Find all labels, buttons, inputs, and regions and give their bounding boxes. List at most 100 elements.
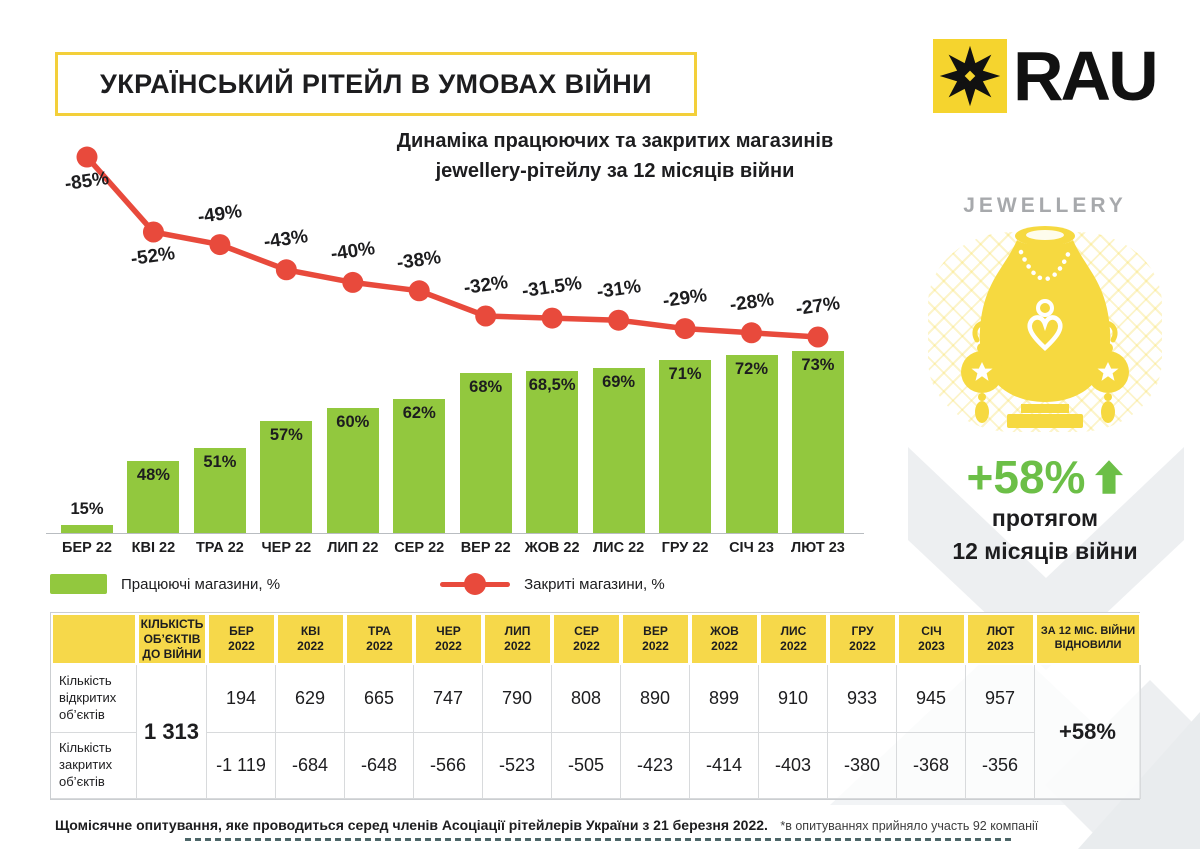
legend-line-label: Закриті магазини, %: [524, 575, 665, 593]
table-cell: 194: [207, 665, 276, 733]
table-header-month: ЛИС 2022: [759, 613, 828, 665]
bar-value-label: 68%: [469, 378, 503, 396]
growth-caption-line1: протягом: [991, 505, 1099, 531]
line-point-icon: [608, 309, 630, 331]
line-point-icon: [475, 305, 497, 327]
line-point-icon: [76, 146, 98, 168]
table-cell: 808: [552, 665, 621, 733]
table-header-prewar: КІЛЬКІСТЬ ОБ’ЄКТІВ ДО ВІЙНИ: [137, 613, 207, 665]
bar-КВІ 22: [127, 461, 180, 533]
line-point-icon: [142, 221, 164, 243]
legend-line-swatch: [440, 573, 511, 595]
table-cell: -684: [276, 733, 345, 799]
line-point-icon: [541, 307, 563, 329]
line-point-icon: [275, 259, 297, 281]
table-cell: 747: [414, 665, 483, 733]
table-cell: 945: [897, 665, 966, 733]
monthly-data-table: КІЛЬКІСТЬ ОБ’ЄКТІВ ДО ВІЙНИ БЕР 2022 КВІ 202…: [50, 612, 1141, 800]
table-cell: -1 119: [207, 733, 276, 799]
growth-caption-line2: 12 місяців війни: [952, 538, 1138, 565]
bar-value-label: 73%: [801, 356, 835, 374]
bar-value-label: 69%: [602, 373, 636, 391]
line-path: [84, 154, 821, 340]
table-cell: 933: [828, 665, 897, 733]
table-cell-prewar-total: 1 313: [137, 665, 207, 799]
bar-СЕР 22: [393, 399, 446, 533]
x-axis-label: ЛИП 22: [327, 540, 379, 556]
growth-stat: +58%: [900, 450, 1190, 504]
x-axis-label: ТРА 22: [195, 540, 244, 556]
line-point-icon: [674, 318, 696, 340]
table-header-month: ЖОВ 2022: [690, 613, 759, 665]
line-point-icon: [209, 234, 231, 256]
chart-title-line1: Динаміка працюючих та закритих магазинів: [396, 130, 834, 152]
x-axis-label: ГРУ 22: [661, 540, 709, 556]
bottom-dashed-strip: [185, 838, 1013, 841]
x-axis-label: БЕР 22: [62, 540, 112, 556]
table-cell: -648: [345, 733, 414, 799]
table-header-month: ВЕР 2022: [621, 613, 690, 665]
x-axis-label: ЧЕР 22: [261, 540, 312, 556]
table-cell: -523: [483, 733, 552, 799]
x-axis-label: СІЧ 23: [729, 540, 774, 556]
table-header-month: ТРА 2022: [345, 613, 414, 665]
combo-chart: 15% БЕР 22 48% КВІ 22 51% ТРА 22 57% ЧЕР 22 60% Л…: [46, 146, 864, 556]
table-cell: -403: [759, 733, 828, 799]
line-point-icon: [741, 322, 762, 344]
bar-value-label: 51%: [203, 453, 237, 471]
bar-value-label: 60%: [336, 413, 370, 431]
footer-note-bold: Щомісячне опитування, яке проводиться се…: [55, 817, 768, 833]
line-point-icon: [408, 280, 430, 302]
rau-logo: RAU: [933, 37, 1159, 115]
bar-value-label: 71%: [668, 365, 702, 383]
bar-value-label: 15%: [70, 500, 104, 518]
table-cell: 899: [690, 665, 759, 733]
bar-ВЕР 22: [459, 373, 512, 533]
chart-title-line2: jewellery-рітейлу за 12 місяців війни: [435, 160, 795, 182]
bar-ЛЮТ 23: [791, 351, 844, 533]
jewellery-bust-icon: [961, 226, 1129, 428]
bar-БЕР 22: [61, 525, 113, 533]
x-axis-line: [46, 533, 864, 534]
rau-logo-text: RAU: [1013, 37, 1159, 115]
rau-star-icon: [939, 45, 1001, 107]
table-cell: 910: [759, 665, 828, 733]
table-cell: -380: [828, 733, 897, 799]
growth-value: +58%: [966, 451, 1086, 503]
bar-value-label: 72%: [734, 360, 769, 378]
bar-value-label: 62%: [402, 404, 436, 422]
bar-ГРУ 22: [659, 360, 712, 533]
table-header-month: ЧЕР 2022: [414, 613, 483, 665]
table-header-month: СЕР 2022: [552, 613, 621, 665]
bar-ЧЕР 22: [260, 421, 313, 533]
title-banner: УКРАЇНСЬКИЙ РІТЕЙЛ В УМОВАХ ВІЙНИ: [55, 52, 697, 116]
table-cell: 629: [276, 665, 345, 733]
table-cell: 957: [966, 665, 1035, 733]
table-row-label: Кількість закритих об’єктів: [51, 733, 137, 799]
table-header-month: БЕР 2022: [207, 613, 276, 665]
table-cell: 890: [621, 665, 690, 733]
bar-ЛИС 22: [592, 368, 645, 533]
table-cell: -414: [690, 733, 759, 799]
category-label: JEWELLERY: [963, 194, 1127, 217]
table-cell: -368: [897, 733, 966, 799]
chart-legend: Працюючі магазини, % Закриті магазини, %: [50, 573, 665, 595]
x-axis-label: СЕР 22: [394, 540, 445, 556]
x-axis-label: ЛЮТ 23: [791, 540, 845, 556]
table-cell: -505: [552, 733, 621, 799]
rau-logo-square: [933, 39, 1007, 113]
line-point-icon: [342, 271, 364, 293]
bar-value-label: 48%: [136, 466, 170, 484]
closed-stores-line: [76, 146, 829, 348]
bar-СІЧ 23: [725, 355, 778, 533]
table-cell: -423: [621, 733, 690, 799]
table-header-month: ЛЮТ 2023: [966, 613, 1035, 665]
table-cell: -566: [414, 733, 483, 799]
chart-title: Динаміка працюючих та закритих магазинів…: [290, 126, 940, 186]
bar-ЛИП 22: [326, 408, 379, 533]
line-point-icon: [807, 326, 829, 348]
footer-note-light: *в опитуваннях прийняло участь 92 компан…: [780, 819, 1039, 833]
table-cell: -356: [966, 733, 1035, 799]
bar-ТРА 22: [193, 448, 246, 533]
x-axis-label: ЖОВ 22: [524, 540, 580, 556]
